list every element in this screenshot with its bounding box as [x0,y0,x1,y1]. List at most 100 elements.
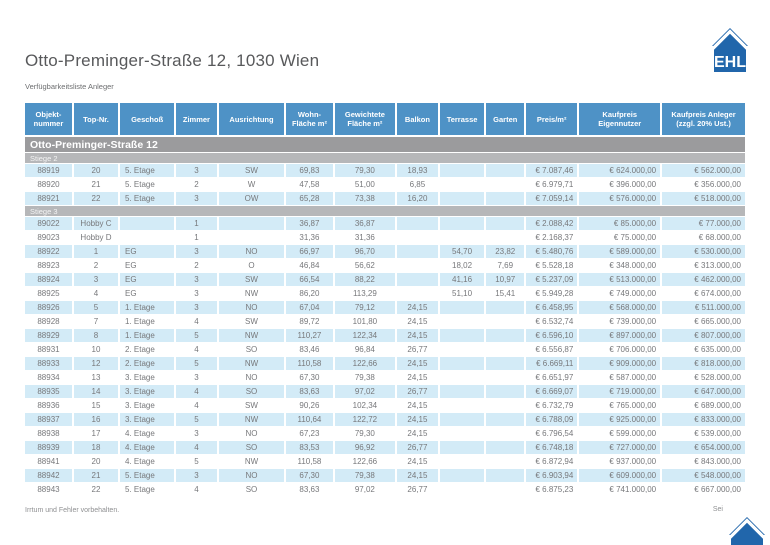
cell-balkon [397,273,439,287]
cell-kaufpreis-eigennutzer: € 909.000,00 [579,357,662,371]
cell-top-nr: 13 [74,371,120,385]
cell-geschoss: EG [120,273,176,287]
cell-wohnflaeche: 89,72 [286,315,334,329]
ehl-logo-bottom-icon: EHL [729,515,765,545]
cell-objektnummer: 88942 [25,469,74,483]
cell-ausrichtung [219,217,287,231]
cell-top-nr: 17 [74,427,120,441]
cell-kaufpreis-anleger: € 528.000,00 [662,371,745,385]
cell-kaufpreis-anleger: € 674.000,00 [662,287,745,301]
availability-table-wrap: Objekt-nummerTop-Nr.GeschoßZimmerAusrich… [25,103,745,497]
table-row: 88931102. Etage4SO83,4696,8426,77€ 6.556… [25,343,745,357]
cell-zimmer: 3 [176,192,218,206]
cell-kaufpreis-eigennutzer: € 348.000,00 [579,259,662,273]
cell-ausrichtung: SO [219,343,287,357]
cell-balkon: 26,77 [397,441,439,455]
cell-wohnflaeche: 83,63 [286,385,334,399]
cell-preis-m2: € 2.088,42 [526,217,579,231]
table-row: 889243EG3SW66,5488,2241,1610,97€ 5.237,0… [25,273,745,287]
disclaimer-text: Irrtum und Fehler vorbehalten. [25,507,119,514]
cell-wohnflaeche: 110,58 [286,455,334,469]
cell-terrasse: 54,70 [440,245,487,259]
cell-preis-m2: € 6.458,95 [526,301,579,315]
cell-ausrichtung: W [219,178,287,192]
cell-geschoss: 2. Etage [120,357,176,371]
cell-gewichtete-flaeche: 96,92 [335,441,398,455]
cell-gewichtete-flaeche: 113,29 [335,287,398,301]
cell-gewichtete-flaeche: 79,38 [335,371,398,385]
cell-balkon: 16,20 [397,192,439,206]
cell-geschoss: 2. Etage [120,343,176,357]
cell-preis-m2: € 5.237,09 [526,273,579,287]
cell-zimmer: 5 [176,357,218,371]
cell-garten [486,192,526,206]
cell-gewichtete-flaeche: 79,38 [335,469,398,483]
cell-top-nr: 14 [74,385,120,399]
cell-top-nr: Hobby D [74,231,120,245]
cell-kaufpreis-eigennutzer: € 589.000,00 [579,245,662,259]
cell-garten [486,231,526,245]
cell-kaufpreis-anleger: € 665.000,00 [662,315,745,329]
cell-objektnummer: 88938 [25,427,74,441]
section-header-2: Stiege 2 [25,153,745,164]
cell-objektnummer: 88933 [25,357,74,371]
cell-geschoss: 4. Etage [120,441,176,455]
cell-kaufpreis-eigennutzer: € 739.000,00 [579,315,662,329]
cell-wohnflaeche: 110,27 [286,329,334,343]
cell-balkon: 24,15 [397,469,439,483]
table-row: 88937163. Etage5NW110,64122,7224,15€ 6.7… [25,413,745,427]
cell-top-nr: 5 [74,301,120,315]
table-row: 88919205. Etage3SW69,8379,3018,93€ 7.087… [25,164,745,178]
table-row: 88936153. Etage4SW90,26102,3424,15€ 6.73… [25,399,745,413]
cell-geschoss: 5. Etage [120,192,176,206]
table-row: 88935143. Etage4SO83,6397,0226,77€ 6.669… [25,385,745,399]
cell-gewichtete-flaeche: 122,72 [335,413,398,427]
cell-top-nr: 8 [74,329,120,343]
cell-preis-m2: € 2.168,37 [526,231,579,245]
cell-terrasse [440,192,487,206]
cell-zimmer: 1 [176,217,218,231]
cell-zimmer: 5 [176,413,218,427]
cell-preis-m2: € 7.059,14 [526,192,579,206]
cell-preis-m2: € 5.528,18 [526,259,579,273]
cell-kaufpreis-eigennutzer: € 609.000,00 [579,469,662,483]
cell-objektnummer: 89022 [25,217,74,231]
cell-geschoss [120,231,176,245]
cell-kaufpreis-eigennutzer: € 624.000,00 [579,164,662,178]
cell-kaufpreis-anleger: € 562.000,00 [662,164,745,178]
cell-preis-m2: € 6.788,09 [526,413,579,427]
cell-zimmer: 3 [176,287,218,301]
cell-ausrichtung: NW [219,413,287,427]
cell-zimmer: 3 [176,164,218,178]
cell-garten [486,329,526,343]
cell-kaufpreis-eigennutzer: € 765.000,00 [579,399,662,413]
cell-top-nr: 10 [74,343,120,357]
cell-gewichtete-flaeche: 96,70 [335,245,398,259]
cell-terrasse [440,178,487,192]
cell-terrasse [440,399,487,413]
cell-balkon: 26,77 [397,343,439,357]
cell-zimmer: 4 [176,315,218,329]
cell-garten [486,441,526,455]
cell-garten [486,178,526,192]
cell-ausrichtung: NW [219,455,287,469]
cell-geschoss: 1. Etage [120,329,176,343]
cell-top-nr: 4 [74,287,120,301]
cell-kaufpreis-anleger: € 654.000,00 [662,441,745,455]
document-page: Otto-Preminger-Straße 12, 1030 Wien Verf… [0,0,770,545]
cell-kaufpreis-anleger: € 818.000,00 [662,357,745,371]
cell-ausrichtung: NO [219,469,287,483]
table-row: 88943225. Etage4SO83,6397,0226,77€ 6.875… [25,483,745,497]
cell-wohnflaeche: 46,84 [286,259,334,273]
cell-objektnummer: 88943 [25,483,74,497]
page-number-text: Sei [713,506,723,513]
table-row: 8892871. Etage4SW89,72101,8024,15€ 6.532… [25,315,745,329]
table-row: 89023Hobby D131,3631,36€ 2.168,37€ 75.00… [25,231,745,245]
cell-kaufpreis-eigennutzer: € 719.000,00 [579,385,662,399]
table-row: 8892981. Etage5NW110,27122,3424,15€ 6.59… [25,329,745,343]
cell-preis-m2: € 5.480,76 [526,245,579,259]
cell-kaufpreis-anleger: € 807.000,00 [662,329,745,343]
cell-kaufpreis-anleger: € 68.000,00 [662,231,745,245]
cell-objektnummer: 88920 [25,178,74,192]
column-header-preis-m2: Preis/m² [526,103,579,137]
